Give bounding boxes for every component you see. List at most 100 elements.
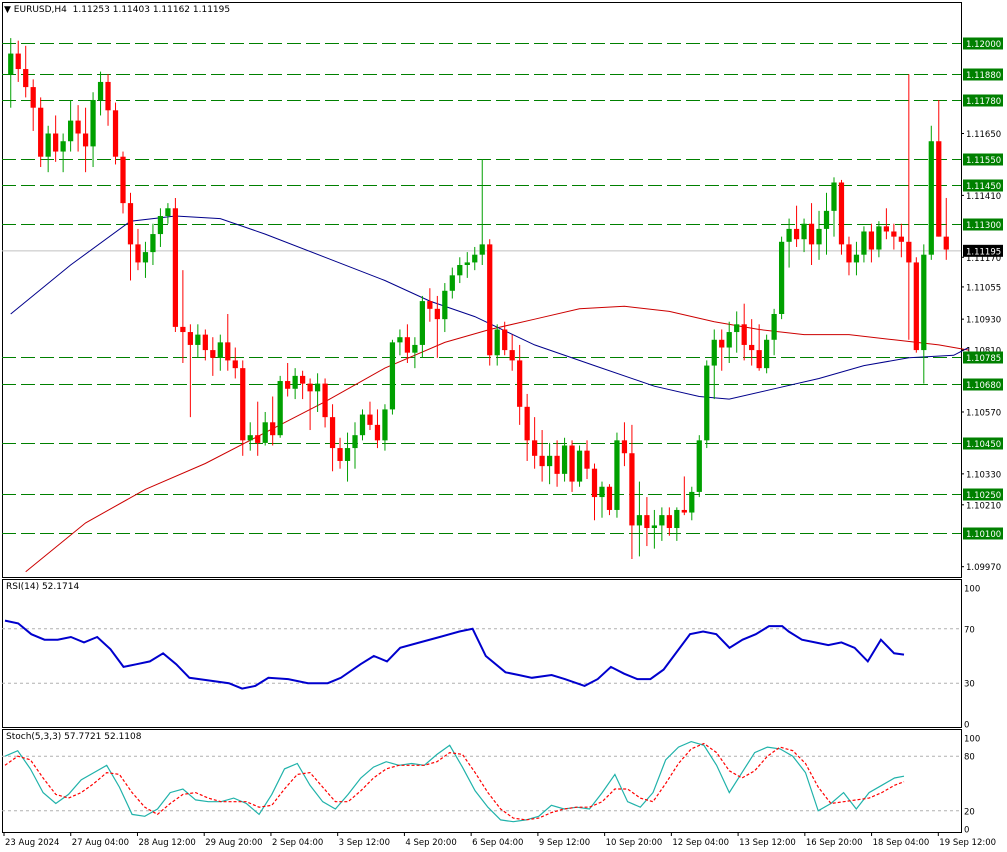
candle-body [749,344,755,351]
candle-body [509,350,515,361]
time-tick-label: 18 Sep 04:00 [873,838,930,848]
candle-body [344,448,351,461]
level-tag-text: 1.10785 [966,354,1001,364]
candle-body [262,422,268,443]
rsi-pane: 100 70 30 0 [2,585,980,731]
candle-body [442,290,448,320]
level-tag-text: 1.11550 [966,156,1001,166]
level-tag-text: 1.10450 [966,440,1001,450]
level-tag-text: 1.10250 [966,491,1001,501]
candle-body [67,120,74,142]
main-pane-frame [2,2,962,578]
candle-body [449,275,455,291]
stoch-tick-label: 80 [964,753,975,763]
candle-body [30,87,36,108]
candle-body [240,368,246,441]
candle-body [591,468,598,498]
candle-body [801,223,807,240]
candle-body [202,334,208,351]
candle-body [546,455,553,467]
candle-body [427,301,433,309]
rsi-label: RSI(14) 52.1714 [6,582,80,592]
level-tag-text: 1.10680 [966,381,1001,391]
candle-body [561,445,568,474]
pane-frames [2,2,962,833]
level-tag-text: 1.12000 [966,40,1001,50]
stoch-tick-label: 20 [964,807,975,817]
level-tag [963,179,1003,192]
candle-body [868,231,875,250]
candle-body [532,440,538,456]
price-tick-label: 1.09970 [966,563,1001,573]
rsi-tick-label: 0 [964,721,969,731]
candle-body [419,301,425,345]
stoch-pane-frame [2,729,962,833]
candle-body [726,332,732,348]
candle-body [629,453,635,526]
candle-body [187,332,193,345]
price-tick-label: 1.10570 [966,408,1001,418]
candle-body [936,141,942,237]
candle-body [285,381,291,389]
candle-body [337,448,343,461]
candle-body [539,455,545,467]
candle-body [554,455,560,474]
candle-body [225,342,231,361]
candle-body [584,450,590,469]
level-tag [963,527,1003,540]
candle-body [232,360,238,369]
candle-body [105,81,111,111]
candle-body [487,244,493,356]
candle-body [928,141,934,255]
symbol-label: EURUSD,H4 [13,5,67,15]
candle-body [674,509,680,529]
candle-body [479,244,485,255]
candle-body [681,509,687,513]
fast-moving-average-line [10,215,969,400]
candle-body [913,262,919,351]
candle-body [127,203,134,245]
candle-body [314,383,321,392]
candle-body [741,324,747,345]
candle-body [307,383,313,392]
level-tag [963,153,1003,166]
chart-menu-icon[interactable]: ▼ [4,5,11,15]
candle-body [412,344,418,353]
time-tick-label: 16 Sep 20:00 [806,838,863,848]
stoch-series-line [4,742,905,821]
candle-body [816,228,822,245]
candle-body [891,231,897,237]
level-tag [963,68,1003,81]
candle-body [60,141,66,152]
candle-body [846,244,852,263]
time-tick-label: 6 Sep 04:00 [472,838,523,848]
candle-body [210,350,216,358]
time-tick-label: 9 Sep 12:00 [539,838,590,848]
candle-body [883,226,890,232]
candle-body [180,326,186,333]
candle-body [120,156,126,204]
price-tick-label: 1.11170 [966,254,1001,264]
candle-body [472,254,478,263]
candle-body [277,381,283,436]
chart-header[interactable]: ▼ EURUSD,H4 1.11253 1.11403 1.11162 1.11… [4,5,230,15]
candle-body [195,334,201,345]
candle-body [270,422,276,436]
candle-body [322,383,328,418]
time-tick-label: 10 Sep 20:00 [606,838,663,848]
time-tick-label: 19 Sep 12:00 [939,838,996,848]
candle-body [157,216,164,235]
candle-body [606,486,613,510]
candle-body [764,339,770,369]
candle-body [434,308,440,320]
candle-body [217,342,223,358]
candle-body [734,324,740,333]
candle-body [689,491,695,513]
candle-body [142,252,149,263]
candle-body [636,515,643,526]
time-tick-label: 12 Sep 04:00 [672,838,729,848]
level-tag [963,378,1003,391]
candle-body [651,525,657,529]
candle-body [778,241,785,314]
candle-body [666,515,672,529]
